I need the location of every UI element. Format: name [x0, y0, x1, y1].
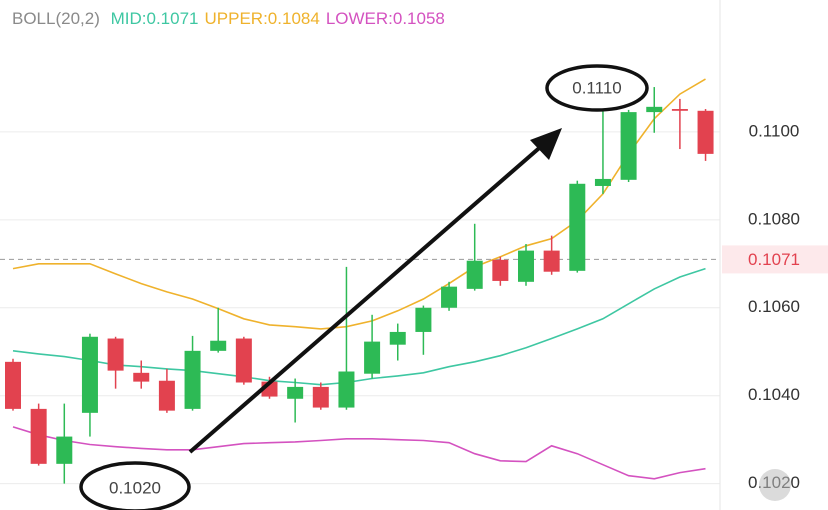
candle-body	[646, 106, 663, 113]
candle-body	[671, 109, 688, 111]
candle-body	[158, 380, 175, 411]
candle-body	[184, 350, 201, 409]
candle-body	[312, 386, 329, 408]
candle-body	[518, 250, 534, 282]
band-line	[12, 426, 706, 480]
legend-entry: LOWER:0.1058	[325, 9, 445, 28]
y-tick-label: 0.1100	[749, 121, 800, 140]
candle-body	[235, 338, 252, 383]
legend-entry: UPPER:0.1084	[204, 9, 320, 28]
legend: BOLL(20,2) MID:0.1071 UPPER:0.1084 LOWER:0…	[12, 9, 451, 29]
candle-body	[133, 372, 150, 382]
annotation-label: 0.1110	[572, 78, 621, 97]
y-tick-label: 0.1080	[748, 209, 800, 228]
arrow-head	[530, 128, 562, 160]
candles-layer	[5, 87, 714, 484]
band-line	[12, 78, 706, 330]
legend-entry: MID:0.1071	[110, 9, 199, 28]
scroll-button[interactable]	[759, 469, 791, 501]
annotation-layer: 0.1110 0.1020	[79, 64, 649, 510]
candle-body	[620, 112, 637, 180]
grid-layer	[0, 131, 720, 485]
candle-body	[697, 110, 714, 154]
candle-body	[30, 408, 47, 464]
current-price-badge	[722, 245, 828, 274]
candle-body	[210, 340, 227, 351]
bands-layer	[12, 78, 706, 480]
candle-body	[492, 259, 509, 281]
candle-body	[56, 436, 73, 464]
candle-body	[415, 307, 432, 332]
annotation-ellipse	[545, 64, 649, 112]
y-tick-label: 0.1040	[748, 385, 800, 404]
candle-body	[364, 341, 381, 374]
candle-body	[287, 386, 304, 399]
candle-body	[5, 361, 21, 409]
candle-body	[441, 286, 458, 308]
candle-body	[389, 331, 406, 345]
candle-body	[107, 338, 124, 371]
band-line	[12, 267, 706, 386]
candle-body	[594, 178, 611, 186]
annotation-label: 0.1020	[109, 478, 161, 497]
candle-body	[81, 336, 98, 413]
candle-body	[466, 260, 483, 289]
current-price-label: 0.1071	[748, 250, 800, 269]
candle-body	[543, 250, 560, 272]
y-tick-label: 0.1060	[748, 297, 800, 316]
candle-body	[338, 371, 355, 408]
indicator-label: BOLL(20,2)	[12, 9, 100, 28]
annotation-ellipse	[79, 461, 191, 510]
candle-body	[569, 183, 586, 271]
arrow-shaft	[188, 141, 547, 454]
